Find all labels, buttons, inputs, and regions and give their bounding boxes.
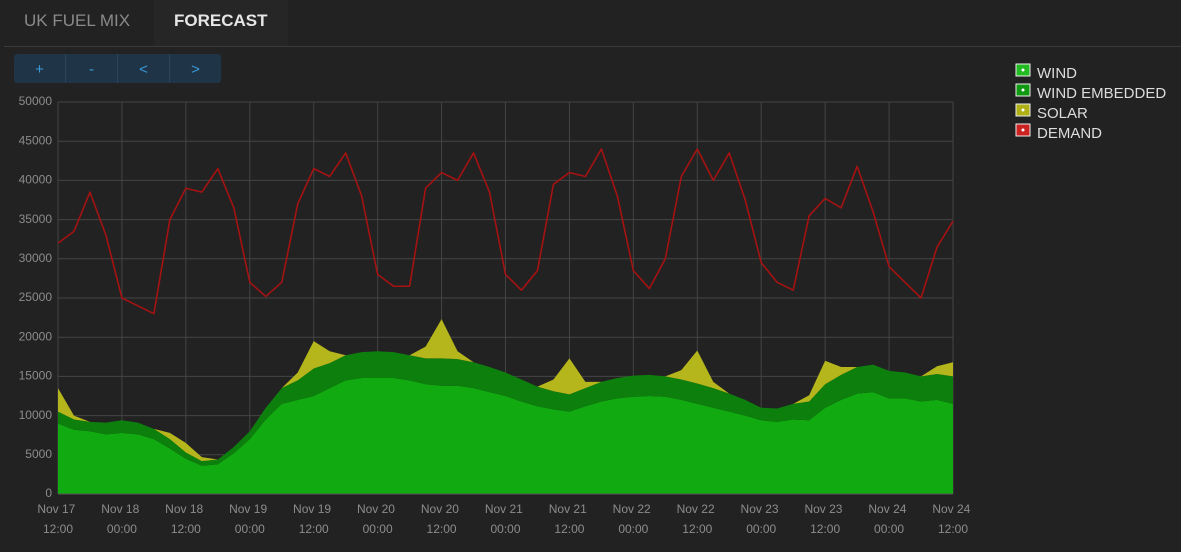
y-tick-label: 25000: [19, 290, 53, 304]
pan-right-button[interactable]: >: [191, 61, 200, 78]
y-tick-label: 35000: [19, 212, 53, 226]
demand-line: [57, 148, 954, 315]
tab-bar: UK FUEL MIX FORECAST: [4, 0, 1181, 47]
legend-dot: [1021, 108, 1025, 112]
x-tick-label: Nov 17 12:00: [37, 502, 78, 536]
zoom-controls: + - < >: [14, 54, 221, 83]
y-tick-label: 45000: [19, 133, 53, 147]
x-tick-label: Nov 24 00:00: [868, 502, 909, 536]
tab-active[interactable]: FORECAST: [154, 0, 288, 46]
y-tick-label: 10000: [19, 408, 53, 422]
x-tick-label: Nov 20 12:00: [421, 502, 462, 536]
legend-label: WIND EMBEDDED: [1037, 85, 1166, 102]
tab[interactable]: UK FUEL MIX: [24, 11, 131, 30]
area: [58, 351, 953, 466]
x-tick-label: Nov 18 00:00: [101, 502, 142, 536]
legend-dot: [1021, 68, 1025, 72]
y-tick-label: 5000: [25, 447, 52, 461]
x-tick-label: Nov 21 00:00: [485, 502, 526, 536]
x-tick-label: Nov 24 12:00: [932, 502, 973, 536]
y-tick-label: 50000: [19, 94, 53, 108]
x-tick-label: Nov 22 00:00: [613, 502, 654, 536]
zoom-out-button[interactable]: -: [66, 54, 118, 83]
x-tick-label: Nov 18 12:00: [165, 502, 206, 536]
x-tick-label: Nov 22 12:00: [677, 502, 718, 536]
legend-label: SOLAR: [1037, 105, 1088, 122]
y-tick-label: 0: [45, 486, 52, 500]
x-tick-label: Nov 23 00:00: [741, 502, 782, 536]
x-tick-label: Nov 23 12:00: [804, 502, 845, 536]
area: [58, 377, 953, 494]
y-tick-label: 40000: [19, 173, 53, 187]
legend-label: WIND: [1037, 65, 1077, 82]
x-tick-label: Nov 19 12:00: [293, 502, 334, 536]
x-tick-label: Nov 20 00:00: [357, 502, 398, 536]
legend-dot: [1021, 88, 1025, 92]
y-tick-label: 15000: [19, 369, 53, 383]
x-tick-label: Nov 21 12:00: [549, 502, 590, 536]
y-tick-label: 30000: [19, 251, 53, 265]
legend-label: DEMAND: [1037, 125, 1102, 142]
pan-left-button[interactable]: <: [118, 54, 170, 83]
legend-dot: [1021, 128, 1025, 132]
zoom-in-button[interactable]: +: [14, 54, 66, 83]
x-tick-label: Nov 19 00:00: [229, 502, 270, 536]
y-tick-label: 20000: [19, 329, 53, 343]
